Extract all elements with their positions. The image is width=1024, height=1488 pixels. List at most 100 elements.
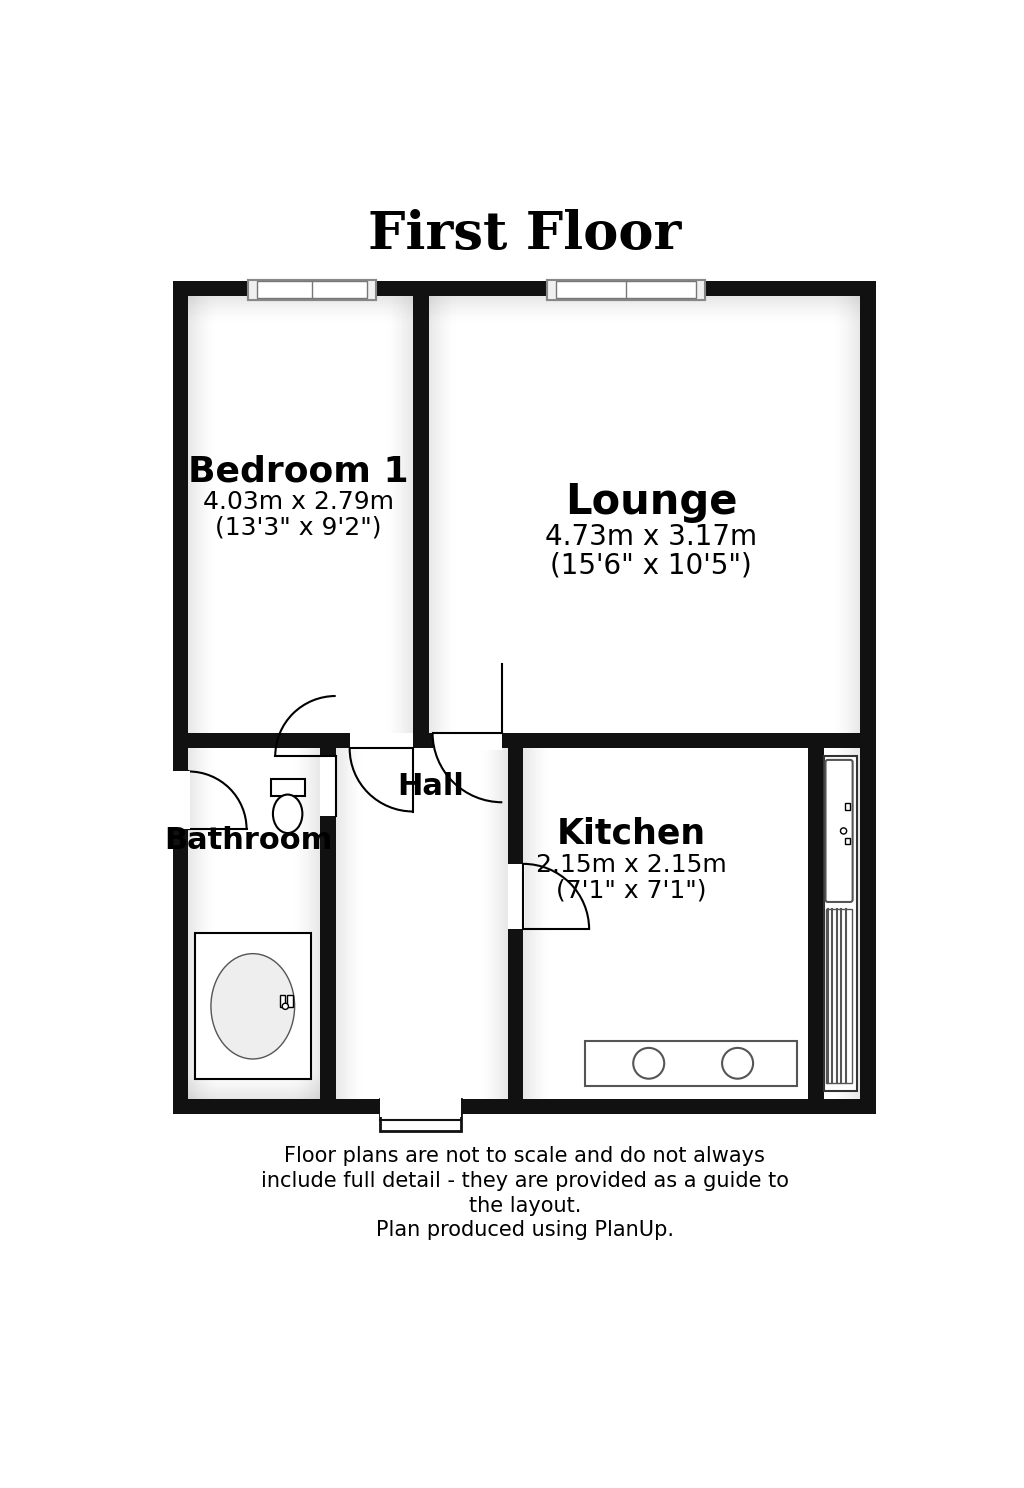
Circle shape	[841, 827, 847, 833]
Bar	[429, 312, 860, 314]
Bar	[314, 748, 316, 1098]
Bar	[248, 280, 376, 301]
Bar	[212, 748, 214, 1098]
Bar	[525, 748, 527, 1098]
Bar	[350, 748, 352, 1098]
Bar	[391, 296, 393, 734]
Bar	[410, 296, 412, 734]
Bar	[352, 748, 353, 1098]
Bar	[858, 748, 860, 1098]
Circle shape	[633, 1048, 665, 1079]
Text: Bathroom: Bathroom	[164, 826, 333, 856]
Bar	[443, 296, 445, 734]
Bar	[343, 748, 345, 1098]
Ellipse shape	[273, 795, 302, 833]
Bar	[844, 748, 846, 1098]
Bar	[210, 748, 212, 1098]
Bar	[489, 748, 492, 1098]
Bar	[300, 748, 302, 1098]
Bar	[501, 748, 503, 1098]
Bar	[855, 748, 857, 1098]
Bar	[188, 296, 860, 1098]
Bar	[846, 804, 850, 809]
Bar	[196, 296, 198, 734]
Bar	[586, 1042, 797, 1086]
Bar	[248, 280, 376, 301]
Bar	[188, 1071, 321, 1073]
Ellipse shape	[211, 954, 295, 1059]
Bar	[404, 296, 406, 734]
Bar	[429, 314, 860, 315]
Bar	[188, 310, 414, 311]
Bar	[313, 748, 314, 1098]
Bar	[835, 748, 837, 1098]
Bar	[349, 734, 414, 750]
Bar	[339, 748, 341, 1098]
Bar	[841, 296, 843, 734]
Bar	[536, 748, 538, 1098]
Bar	[414, 296, 429, 734]
Bar	[429, 321, 860, 323]
Bar	[355, 748, 357, 1098]
Bar	[429, 311, 860, 312]
Bar	[173, 1098, 876, 1115]
Bar	[188, 1095, 321, 1097]
Bar	[508, 748, 523, 1098]
Bar	[210, 296, 212, 734]
Bar	[846, 838, 850, 844]
Bar	[304, 748, 306, 1098]
Bar	[380, 1098, 461, 1131]
Bar	[434, 296, 436, 734]
Text: Bedroom 1: Bedroom 1	[188, 454, 409, 488]
Bar	[429, 310, 860, 311]
Bar	[195, 933, 311, 1079]
Bar	[311, 748, 313, 1098]
Bar	[341, 748, 343, 1098]
Text: (13'3" x 9'2"): (13'3" x 9'2")	[215, 515, 382, 539]
Bar	[429, 305, 860, 307]
Bar	[429, 296, 430, 734]
Bar	[318, 748, 321, 1098]
Bar	[188, 734, 860, 748]
Bar	[494, 748, 495, 1098]
Bar	[850, 296, 851, 734]
Bar	[380, 1097, 461, 1117]
Bar	[188, 307, 414, 310]
Bar	[432, 734, 503, 750]
Bar	[348, 748, 350, 1098]
Bar	[188, 1089, 321, 1092]
Bar	[321, 756, 337, 815]
Bar	[547, 280, 706, 301]
Bar	[841, 748, 843, 1098]
Bar	[839, 296, 841, 734]
Bar	[492, 748, 494, 1098]
Bar	[207, 296, 208, 734]
Bar	[297, 748, 299, 1098]
Bar	[408, 296, 410, 734]
Bar	[309, 748, 311, 1098]
FancyBboxPatch shape	[825, 760, 853, 902]
Bar	[429, 307, 860, 310]
Bar	[809, 734, 860, 748]
Bar	[188, 314, 414, 315]
Bar	[188, 1073, 321, 1076]
Bar	[837, 748, 839, 1098]
Bar	[188, 1094, 321, 1095]
Bar	[173, 281, 876, 1115]
Text: (15'6" x 10'5"): (15'6" x 10'5")	[550, 551, 752, 579]
Bar	[556, 281, 696, 298]
Bar	[857, 748, 858, 1098]
Bar	[395, 296, 397, 734]
Bar	[205, 296, 207, 734]
Bar	[288, 994, 293, 1007]
Bar	[853, 296, 855, 734]
Bar	[499, 748, 501, 1098]
Bar	[200, 748, 201, 1098]
Bar	[201, 748, 203, 1098]
Bar	[302, 748, 304, 1098]
Bar	[538, 748, 540, 1098]
Bar	[295, 748, 297, 1098]
Bar	[429, 296, 860, 298]
Bar	[188, 1092, 321, 1094]
Bar	[482, 748, 484, 1098]
